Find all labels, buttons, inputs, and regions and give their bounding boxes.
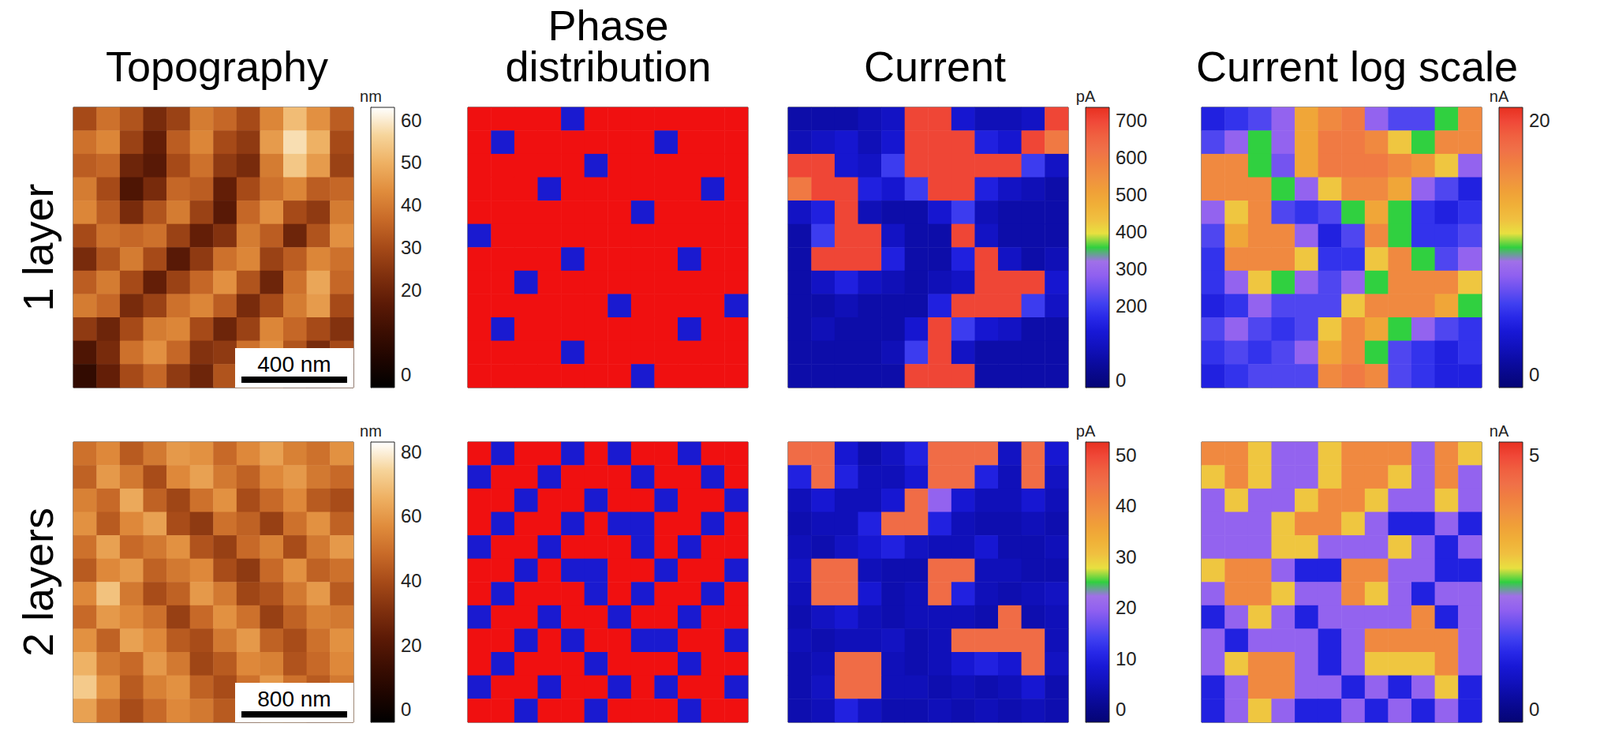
svg-text:distribution: distribution <box>504 42 711 90</box>
svg-text:0: 0 <box>1528 698 1540 720</box>
svg-text:40: 40 <box>1115 494 1137 516</box>
svg-text:20: 20 <box>400 279 423 301</box>
svg-text:Phase: Phase <box>547 1 669 49</box>
svg-text:pA: pA <box>1076 87 1096 105</box>
svg-text:500: 500 <box>1115 183 1148 206</box>
svg-text:nm: nm <box>359 87 382 105</box>
svg-text:pA: pA <box>1076 422 1096 440</box>
svg-text:Current: Current <box>863 42 1006 90</box>
svg-text:0: 0 <box>1528 363 1540 386</box>
svg-text:80: 80 <box>400 441 423 463</box>
svg-text:60: 60 <box>400 109 423 131</box>
svg-text:30: 30 <box>400 236 423 258</box>
svg-text:60: 60 <box>400 504 423 527</box>
svg-text:2 layers: 2 layers <box>14 507 62 657</box>
svg-text:800 nm: 800 nm <box>257 686 331 711</box>
svg-text:50: 50 <box>400 151 423 173</box>
svg-text:20: 20 <box>1528 109 1551 131</box>
svg-text:20: 20 <box>1115 596 1137 618</box>
svg-text:5: 5 <box>1528 444 1540 466</box>
svg-text:0: 0 <box>1115 698 1126 720</box>
svg-text:40: 40 <box>400 569 423 591</box>
svg-text:Current log scale: Current log scale <box>1196 42 1518 90</box>
svg-text:50: 50 <box>1115 444 1137 466</box>
svg-text:20: 20 <box>400 634 423 656</box>
svg-text:nA: nA <box>1489 87 1510 105</box>
svg-text:0: 0 <box>400 698 412 720</box>
svg-text:0: 0 <box>400 363 412 386</box>
svg-text:30: 30 <box>1115 545 1137 568</box>
svg-text:300: 300 <box>1115 257 1148 280</box>
svg-text:700: 700 <box>1115 109 1148 131</box>
svg-text:400: 400 <box>1115 220 1148 243</box>
svg-text:Topography: Topography <box>105 42 329 90</box>
svg-text:0: 0 <box>1115 369 1126 391</box>
svg-text:400 nm: 400 nm <box>257 351 331 377</box>
svg-text:200: 200 <box>1115 295 1148 317</box>
svg-text:nm: nm <box>359 422 382 440</box>
svg-text:40: 40 <box>400 194 423 216</box>
svg-text:10: 10 <box>1115 647 1137 670</box>
svg-text:nA: nA <box>1489 422 1510 440</box>
svg-text:600: 600 <box>1115 146 1148 169</box>
svg-text:1 layer: 1 layer <box>14 183 62 311</box>
